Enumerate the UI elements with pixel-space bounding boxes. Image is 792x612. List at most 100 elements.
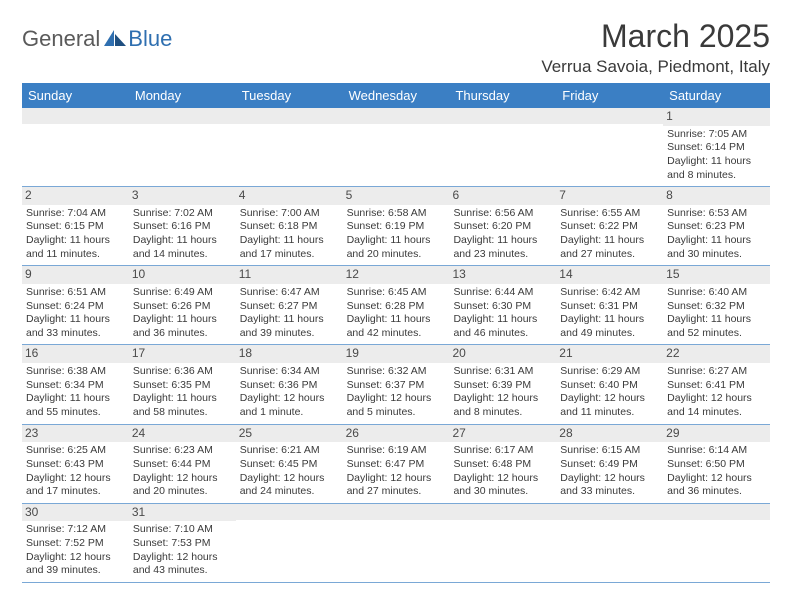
day-cell: 18Sunrise: 6:34 AMSunset: 6:36 PMDayligh… — [236, 345, 343, 423]
day-cell: 2Sunrise: 7:04 AMSunset: 6:15 PMDaylight… — [22, 187, 129, 265]
daylight-text: Daylight: 11 hours and 27 minutes. — [560, 234, 659, 261]
sunrise-text: Sunrise: 6:42 AM — [560, 286, 659, 300]
sunset-text: Sunset: 6:50 PM — [667, 458, 766, 472]
day-cell: 16Sunrise: 6:38 AMSunset: 6:34 PMDayligh… — [22, 345, 129, 423]
weekday-header: SundayMondayTuesdayWednesdayThursdayFrid… — [22, 83, 770, 108]
day-cell — [343, 108, 450, 186]
day-cell — [236, 108, 343, 186]
sunset-text: Sunset: 6:47 PM — [347, 458, 446, 472]
daylight-text: Daylight: 12 hours and 14 minutes. — [667, 392, 766, 419]
day-cell — [663, 504, 770, 582]
day-cell: 4Sunrise: 7:00 AMSunset: 6:18 PMDaylight… — [236, 187, 343, 265]
sunrise-text: Sunrise: 7:02 AM — [133, 207, 232, 221]
weekday-label: Thursday — [449, 83, 556, 108]
sunrise-text: Sunrise: 6:38 AM — [26, 365, 125, 379]
day-number: 5 — [343, 187, 450, 205]
day-cell — [556, 108, 663, 186]
day-number: 18 — [236, 345, 343, 363]
day-cell: 12Sunrise: 6:45 AMSunset: 6:28 PMDayligh… — [343, 266, 450, 344]
day-number: 22 — [663, 345, 770, 363]
day-cell — [129, 108, 236, 186]
day-cell: 25Sunrise: 6:21 AMSunset: 6:45 PMDayligh… — [236, 425, 343, 503]
sunrise-text: Sunrise: 6:36 AM — [133, 365, 232, 379]
day-number — [449, 504, 556, 520]
day-cell: 28Sunrise: 6:15 AMSunset: 6:49 PMDayligh… — [556, 425, 663, 503]
day-cell: 8Sunrise: 6:53 AMSunset: 6:23 PMDaylight… — [663, 187, 770, 265]
day-cell — [22, 108, 129, 186]
daylight-text: Daylight: 11 hours and 11 minutes. — [26, 234, 125, 261]
sunset-text: Sunset: 6:44 PM — [133, 458, 232, 472]
sunrise-text: Sunrise: 6:40 AM — [667, 286, 766, 300]
day-number — [556, 504, 663, 520]
sunset-text: Sunset: 6:22 PM — [560, 220, 659, 234]
day-number — [449, 108, 556, 124]
week-row: 9Sunrise: 6:51 AMSunset: 6:24 PMDaylight… — [22, 266, 770, 345]
sunset-text: Sunset: 6:18 PM — [240, 220, 339, 234]
sunrise-text: Sunrise: 6:19 AM — [347, 444, 446, 458]
day-cell: 20Sunrise: 6:31 AMSunset: 6:39 PMDayligh… — [449, 345, 556, 423]
sunset-text: Sunset: 6:36 PM — [240, 379, 339, 393]
week-row: 16Sunrise: 6:38 AMSunset: 6:34 PMDayligh… — [22, 345, 770, 424]
day-cell: 26Sunrise: 6:19 AMSunset: 6:47 PMDayligh… — [343, 425, 450, 503]
sunset-text: Sunset: 6:49 PM — [560, 458, 659, 472]
day-cell: 30Sunrise: 7:12 AMSunset: 7:52 PMDayligh… — [22, 504, 129, 582]
daylight-text: Daylight: 12 hours and 33 minutes. — [560, 472, 659, 499]
sunset-text: Sunset: 6:30 PM — [453, 300, 552, 314]
header: General Blue March 2025 Verrua Savoia, P… — [22, 18, 770, 77]
sunset-text: Sunset: 6:43 PM — [26, 458, 125, 472]
sunset-text: Sunset: 6:32 PM — [667, 300, 766, 314]
sunrise-text: Sunrise: 6:29 AM — [560, 365, 659, 379]
title-block: March 2025 Verrua Savoia, Piedmont, Ital… — [541, 18, 770, 77]
day-cell: 31Sunrise: 7:10 AMSunset: 7:53 PMDayligh… — [129, 504, 236, 582]
sunset-text: Sunset: 6:27 PM — [240, 300, 339, 314]
daylight-text: Daylight: 11 hours and 39 minutes. — [240, 313, 339, 340]
day-number: 28 — [556, 425, 663, 443]
weekday-label: Saturday — [663, 83, 770, 108]
day-number: 9 — [22, 266, 129, 284]
daylight-text: Daylight: 11 hours and 23 minutes. — [453, 234, 552, 261]
daylight-text: Daylight: 11 hours and 8 minutes. — [667, 155, 766, 182]
daylight-text: Daylight: 12 hours and 24 minutes. — [240, 472, 339, 499]
weekday-label: Sunday — [22, 83, 129, 108]
day-number — [129, 108, 236, 124]
day-number: 11 — [236, 266, 343, 284]
week-row: 1Sunrise: 7:05 AMSunset: 6:14 PMDaylight… — [22, 108, 770, 187]
daylight-text: Daylight: 12 hours and 39 minutes. — [26, 551, 125, 578]
sunrise-text: Sunrise: 7:04 AM — [26, 207, 125, 221]
week-row: 23Sunrise: 6:25 AMSunset: 6:43 PM Dayligh… — [22, 425, 770, 504]
sunrise-text: Sunrise: 6:15 AM — [560, 444, 659, 458]
day-number — [236, 108, 343, 124]
day-number — [343, 504, 450, 520]
daylight-text: Daylight: 11 hours and 30 minutes. — [667, 234, 766, 261]
daylight-text: Daylight: 12 hours and 43 minutes. — [133, 551, 232, 578]
sunrise-text: Sunrise: 6:25 AM — [26, 444, 125, 458]
sunrise-text: Sunrise: 6:21 AM — [240, 444, 339, 458]
sail-icon — [104, 30, 126, 48]
daylight-text: Daylight: 11 hours and 33 minutes. — [26, 313, 125, 340]
brand-logo: General Blue — [22, 18, 172, 52]
day-number: 26 — [343, 425, 450, 443]
day-cell: 10Sunrise: 6:49 AMSunset: 6:26 PMDayligh… — [129, 266, 236, 344]
day-number — [22, 108, 129, 124]
day-number: 4 — [236, 187, 343, 205]
day-cell: 9Sunrise: 6:51 AMSunset: 6:24 PMDaylight… — [22, 266, 129, 344]
daylight-text: Daylight: 11 hours and 58 minutes. — [133, 392, 232, 419]
day-cell: 19Sunrise: 6:32 AMSunset: 6:37 PMDayligh… — [343, 345, 450, 423]
weekday-label: Monday — [129, 83, 236, 108]
sunrise-text: Sunrise: 7:05 AM — [667, 128, 766, 142]
sunset-text: Sunset: 6:39 PM — [453, 379, 552, 393]
weekday-label: Tuesday — [236, 83, 343, 108]
weekday-label: Friday — [556, 83, 663, 108]
sunrise-text: Sunrise: 6:47 AM — [240, 286, 339, 300]
day-number: 15 — [663, 266, 770, 284]
day-number: 20 — [449, 345, 556, 363]
daylight-text: Daylight: 12 hours and 8 minutes. — [453, 392, 552, 419]
sunrise-text: Sunrise: 6:23 AM — [133, 444, 232, 458]
daylight-text: Daylight: 12 hours and 36 minutes. — [667, 472, 766, 499]
day-number: 23 — [22, 425, 129, 443]
day-cell: 27Sunrise: 6:17 AMSunset: 6:48 PMDayligh… — [449, 425, 556, 503]
sunset-text: Sunset: 6:31 PM — [560, 300, 659, 314]
daylight-text: Daylight: 11 hours and 36 minutes. — [133, 313, 232, 340]
sunrise-text: Sunrise: 6:27 AM — [667, 365, 766, 379]
day-number: 16 — [22, 345, 129, 363]
